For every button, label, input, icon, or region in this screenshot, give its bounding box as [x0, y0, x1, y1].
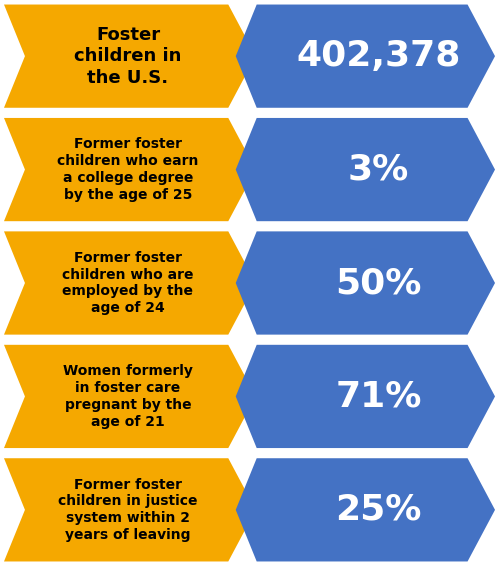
Polygon shape — [236, 118, 495, 221]
Polygon shape — [4, 118, 255, 221]
Text: 3%: 3% — [348, 153, 409, 187]
Text: 402,378: 402,378 — [296, 39, 461, 73]
Polygon shape — [4, 458, 255, 561]
Text: 71%: 71% — [335, 379, 422, 413]
Text: Former foster
children in justice
system within 2
years of leaving: Former foster children in justice system… — [58, 478, 198, 542]
Polygon shape — [4, 345, 255, 448]
Polygon shape — [4, 5, 255, 108]
Polygon shape — [236, 458, 495, 561]
Text: 25%: 25% — [335, 493, 422, 527]
Polygon shape — [236, 5, 495, 108]
Polygon shape — [236, 231, 495, 335]
Text: Women formerly
in foster care
pregnant by the
age of 21: Women formerly in foster care pregnant b… — [63, 365, 193, 428]
Text: 50%: 50% — [335, 266, 422, 300]
Text: Foster
children in
the U.S.: Foster children in the U.S. — [74, 25, 182, 87]
Text: Former foster
children who earn
a college degree
by the age of 25: Former foster children who earn a colleg… — [57, 138, 199, 201]
Text: Former foster
children who are
employed by the
age of 24: Former foster children who are employed … — [62, 251, 194, 315]
Polygon shape — [4, 231, 255, 335]
Polygon shape — [236, 345, 495, 448]
